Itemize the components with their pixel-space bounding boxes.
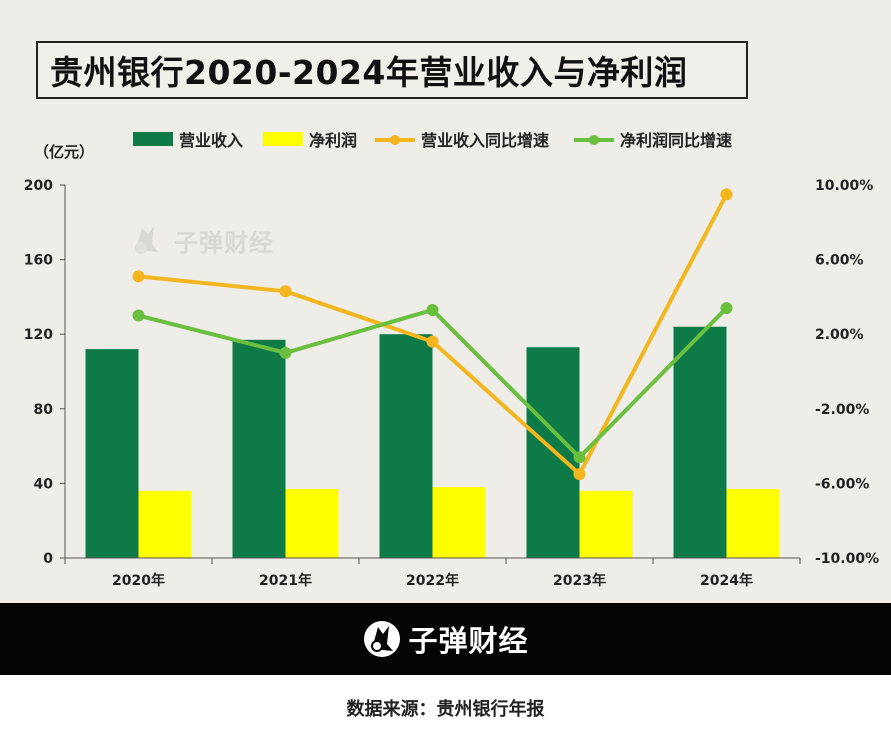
revenue-growth-point xyxy=(720,188,733,201)
revenue-growth-point xyxy=(279,285,292,298)
left-axis-tick-label: 160 xyxy=(24,253,53,269)
revenue-bar xyxy=(232,339,286,558)
revenue-growth-point xyxy=(426,335,439,348)
revenue-bar xyxy=(85,349,139,558)
watermark-text: 子弹财经 xyxy=(174,228,274,257)
lines-layer xyxy=(132,188,733,481)
footer-logo: 子弹财经 xyxy=(362,618,528,660)
combo-chart: 营业收入 净利润 营业收入同比增速 净利润同比增速 （亿元） 0 40 80 120 160 2… xyxy=(24,131,879,589)
right-axis-tick-label: -6.00% xyxy=(815,476,869,492)
bullet-logo-icon xyxy=(364,621,401,657)
data-source-note: 数据来源：贵州银行年报 xyxy=(346,699,545,720)
net-profit-bar xyxy=(285,488,339,558)
net-profit-bar xyxy=(432,487,486,558)
x-axis-tick-label: 2021年 xyxy=(259,572,312,589)
left-axis-tick-label: 200 xyxy=(24,178,53,194)
net-profit-growth-point xyxy=(573,451,586,464)
left-axis-tick-label: 40 xyxy=(34,476,54,492)
right-axis-tick-label: -10.00% xyxy=(815,551,879,567)
left-axis-tick-label: 0 xyxy=(43,551,53,567)
legend-swatch xyxy=(133,132,173,146)
legend-label: 营业收入同比增速 xyxy=(421,131,549,150)
legend-label: 净利润 xyxy=(309,131,357,150)
chart-title: 贵州银行2020-2024年营业收入与净利润 xyxy=(50,53,688,92)
right-axis-tick-label: 2.00% xyxy=(815,327,864,343)
x-axis-tick-label: 2024年 xyxy=(700,572,753,589)
net-profit-bar xyxy=(579,490,633,558)
right-axis-tick-label: 10.00% xyxy=(815,178,873,194)
footer-band: 子弹财经 xyxy=(0,603,891,675)
revenue-growth-point xyxy=(573,468,586,481)
watermark: 子弹财经 xyxy=(128,220,274,260)
legend-swatch xyxy=(263,132,303,146)
x-axis-tick-label: 2023年 xyxy=(553,572,606,589)
revenue-bar xyxy=(673,326,727,558)
left-axis-unit-label: （亿元） xyxy=(34,143,94,161)
net-profit-bar xyxy=(726,488,780,558)
footer-brand-text: 子弹财经 xyxy=(408,624,529,658)
net-profit-growth-point xyxy=(426,303,439,316)
net-profit-growth-point xyxy=(720,302,733,315)
legend-label: 营业收入 xyxy=(179,131,243,150)
net-profit-growth-point xyxy=(279,346,292,359)
left-axis-tick-label: 120 xyxy=(24,327,53,343)
right-axis-tick-label: -2.00% xyxy=(815,402,869,418)
axes-layer: 0 40 80 120 160 200 -10.00% -6.00% -2.00% 2.00% 6.… xyxy=(24,178,879,589)
chart-title-box: 贵州银行2020-2024年营业收入与净利润 xyxy=(36,41,748,99)
revenue-growth-point xyxy=(132,270,145,283)
revenue-bar xyxy=(379,334,433,558)
bars-layer xyxy=(85,326,780,558)
net-profit-growth-point xyxy=(132,309,145,322)
x-axis-tick-label: 2020年 xyxy=(112,572,165,589)
legend-swatch-marker xyxy=(589,135,599,145)
legend-swatch-marker xyxy=(390,135,400,145)
x-axis-tick-label: 2022年 xyxy=(406,572,459,589)
net-profit-bar xyxy=(138,490,192,558)
right-axis-tick-label: 6.00% xyxy=(815,253,864,269)
bullet-logo-icon xyxy=(135,226,158,254)
left-axis-tick-label: 80 xyxy=(34,402,54,418)
chart-legend: 营业收入 净利润 营业收入同比增速 净利润同比增速 xyxy=(133,131,732,150)
legend-label: 净利润同比增速 xyxy=(620,131,732,150)
